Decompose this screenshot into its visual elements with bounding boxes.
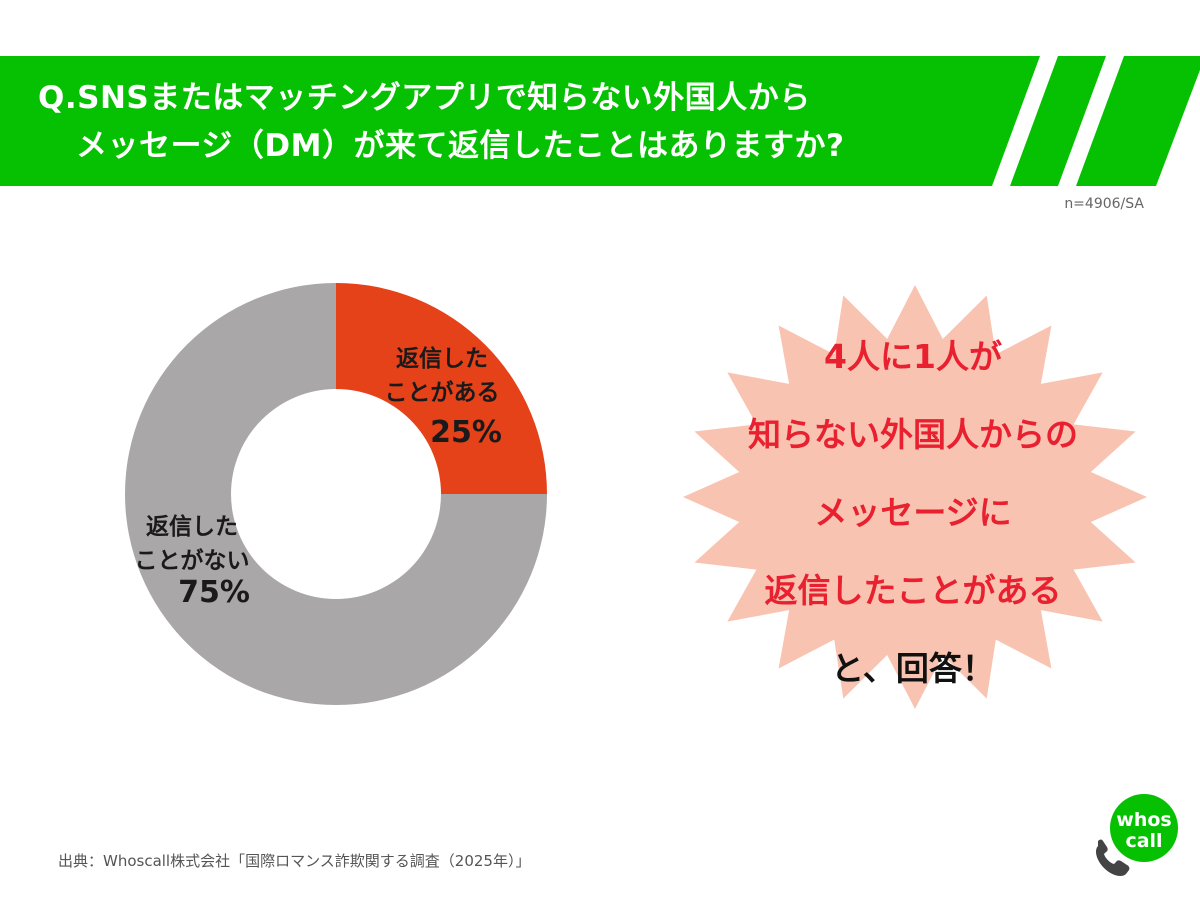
donut-slice-2 [125, 283, 547, 705]
starburst-callout [683, 285, 1147, 709]
slice-value-1: 25% [430, 415, 502, 450]
slice-label-1-line-2: ことがある [385, 379, 500, 406]
header-banner [0, 56, 1200, 186]
question-title: Q.SNSまたはマッチングアプリで知らない外国人から メッセージ（DM）が来て返… [38, 74, 844, 170]
question-line-1: Q.SNSまたはマッチングアプリで知らない外国人から [38, 80, 811, 116]
logo-text-whos: whos [1116, 809, 1171, 831]
banner-stripe-1 [1010, 56, 1106, 186]
slice-label-1-line-1: 返信した [396, 345, 488, 372]
phone-icon [1096, 839, 1130, 876]
callout-line-3: メッセージに [814, 493, 1012, 532]
callout-line-2: 知らない外国人からの [748, 415, 1078, 454]
callout-line-4: 返信したことがある [764, 571, 1062, 610]
callout-line-1: 4人に1人が [824, 337, 1002, 376]
logo-text-call: call [1125, 830, 1162, 852]
banner-main [0, 56, 1040, 186]
whoscall-logo: whos call [1096, 794, 1178, 876]
donut-slice-1 [336, 283, 547, 494]
slice-label-2-line-1: 返信した [146, 513, 238, 540]
logo-circle [1110, 794, 1178, 862]
callout-text: 4人に1人が 知らない外国人からの メッセージに 返信したことがある と、回答！ [690, 318, 1136, 708]
sample-size-note: n=4906/SA [1064, 196, 1144, 212]
question-line-2: メッセージ（DM）が来て返信したことはありますか? [76, 128, 845, 164]
banner-stripe-2 [1076, 56, 1200, 186]
slice-label-2-line-2: ことがない [135, 547, 250, 574]
callout-line-5: と、回答！ [831, 649, 995, 688]
starburst-shape [683, 285, 1147, 709]
source-citation: 出典：Whoscall株式会社「国際ロマンス詐欺関する調査（2025年）」 [58, 852, 531, 870]
slice-value-2: 75% [178, 575, 250, 610]
